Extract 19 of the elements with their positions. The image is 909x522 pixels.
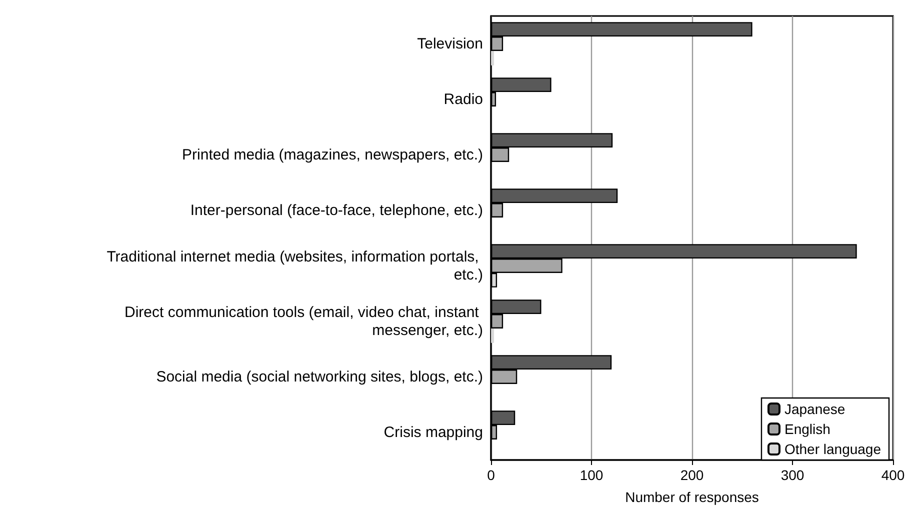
y-tick-label: Television	[417, 35, 483, 52]
bar	[491, 50, 494, 66]
legend-label: English	[784, 421, 830, 437]
x-tick-label: 0	[487, 467, 496, 483]
y-tick-label: Social media (social networking sites, blogs, etc.)	[156, 368, 483, 386]
legend-label: Japanese	[784, 401, 846, 417]
legend-label: Other language	[784, 441, 882, 457]
x-axis-title: Number of responses	[625, 489, 759, 505]
y-tick-label: Inter-personal (face-to-face, telephone, etc.)	[190, 202, 483, 219]
y-tick-label: Direct communication tools (email, video chat, instant messenger, etc.)	[124, 304, 483, 339]
y-tick-label: Printed media (magazines, newspapers, etc.)	[182, 146, 483, 164]
y-tick-label: Crisis mapping	[384, 424, 483, 441]
x-tick-label: 100	[580, 467, 604, 483]
y-tick-label: Radio	[444, 90, 483, 108]
y-tick-label: Traditional internet media (websites, information portals, etc.)	[106, 248, 483, 284]
x-tick-label: 400	[881, 467, 905, 483]
x-tick-label: 300	[780, 467, 804, 483]
x-tick-label: 200	[680, 467, 704, 483]
bar	[491, 328, 494, 343]
